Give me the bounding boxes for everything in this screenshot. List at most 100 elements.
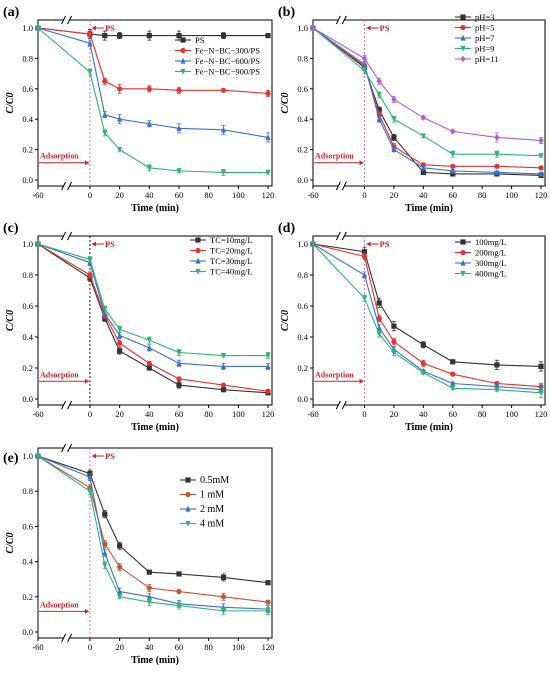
plot-frame [312,235,546,406]
data-point [220,387,227,393]
data-point [146,585,152,591]
y-tick-label: 0.2 [297,363,308,373]
adsorption-arrowhead [84,160,89,166]
data-point [494,387,500,393]
y-tick-label: 1.0 [22,23,33,33]
data-point [391,349,397,356]
ps-arrowhead [366,241,371,247]
data-point [102,111,108,118]
x-tick-label: 0 [88,190,92,200]
ps-arrowhead [366,25,371,31]
data-point [361,271,368,278]
legend-label: 1 mM [200,490,224,501]
data-point [361,61,368,68]
chart-panel-1: (a) -60 0 20 40 60 80 100 120 0.0 0.2 0.4 0.6 0.8 1.0 T… [3,5,274,214]
y-tick-label: 0.4 [22,332,33,342]
data-point [376,331,382,338]
legend-marker [460,270,466,277]
data-point [376,300,382,306]
x-tick-label: 120 [535,409,548,419]
data-point [220,363,227,370]
data-point [420,360,426,366]
axis-break-mark [341,231,347,241]
legend-label: Fe−N−BC−900/PS [195,67,260,77]
y-tick-label: 0.2 [22,145,33,155]
data-point [538,153,544,159]
plot-frame [37,447,273,639]
panel-letter: (e) [3,451,19,466]
series-4 [310,25,544,159]
legend-label: TC=40mg/L [210,267,253,277]
y-tick-label: 0.4 [297,114,308,124]
panel-letter: (c) [3,221,19,236]
x-axis-label: Time (min) [405,203,453,214]
series-2 [35,25,271,97]
legend-label: pH=5 [475,23,494,33]
data-point [176,571,182,577]
x-tick-label: 20 [115,642,124,652]
series-line [37,243,269,392]
data-point [391,146,397,153]
series-4 [35,25,271,176]
data-point [310,241,316,248]
y-tick-label: 0.0 [22,627,33,637]
y-tick-label: 0.8 [297,270,308,280]
data-point [146,165,152,172]
axis-break-mark [335,181,341,191]
x-tick-label: -60 [32,409,43,419]
series-line [37,455,268,612]
legend-marker [195,268,201,275]
x-tick-label: 100 [505,409,518,419]
data-point [220,126,227,133]
series-line [37,243,269,394]
y-tick-label: 1.0 [297,239,308,249]
adsorption-arrowhead [359,160,364,166]
data-point [310,24,316,32]
adsorption-arrowhead [84,608,89,614]
x-axis-label: Time (min) [131,655,179,666]
ps-arrowhead [91,241,96,247]
data-point [265,580,271,586]
series-line [312,243,542,367]
data-point [102,130,108,137]
y-tick-label: 0.6 [22,521,33,531]
data-point [376,107,382,113]
data-point [117,564,123,570]
series-line [312,243,542,394]
axis-break-gap [63,182,70,190]
axis-break-mark [61,231,67,241]
data-point [391,116,397,123]
data-point [420,342,426,348]
data-point [146,599,152,606]
legend-marker [195,237,201,243]
data-point [450,167,456,174]
y-axis-label: C/C0 [5,92,16,113]
legend-label: 200mg/L [475,248,506,258]
legend-marker [185,520,191,527]
axis-break-mark [335,231,341,241]
series-line [312,243,542,391]
data-point [102,511,108,517]
adsorption-label: Adsorption [315,370,354,379]
data-point [494,134,500,141]
y-tick-label: 1.0 [22,451,33,461]
series-4 [35,453,271,615]
x-tick-label: 80 [204,409,213,419]
series-4 [310,241,544,398]
data-point [117,543,123,549]
axis-break-gap [338,232,345,240]
y-tick-label: 0.6 [22,301,33,311]
series-line [37,243,268,357]
y-tick-label: 0.8 [22,486,33,496]
legend-label: 0.5mM [200,475,229,486]
legend-marker [180,47,186,54]
x-tick-label: -60 [307,190,318,200]
data-point [102,562,108,569]
legend-marker [460,259,466,266]
data-point [146,360,152,366]
data-point [176,33,182,39]
series-line [312,27,542,169]
x-tick-label: 20 [390,409,399,419]
x-tick-label: 20 [115,409,124,419]
data-point [87,256,93,263]
